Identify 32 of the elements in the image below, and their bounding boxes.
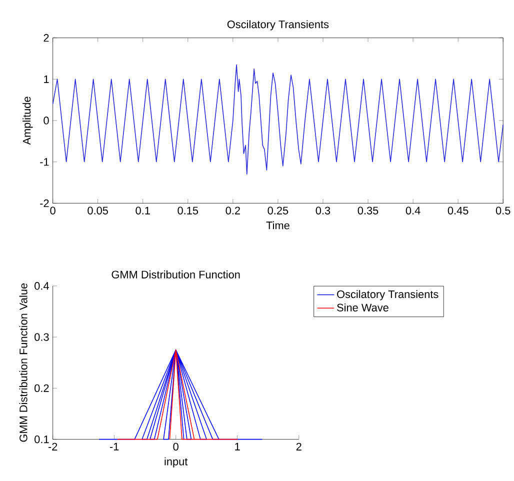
x-tick-label: 0 <box>173 442 178 450</box>
x-tick-label: 0.4 <box>406 206 420 214</box>
x-tick-label: 0.45 <box>448 206 468 214</box>
legend-label: Sine Wave <box>337 303 388 312</box>
y-tick-label: 0.4 <box>34 282 49 290</box>
y-tick-label: -2 <box>40 199 49 207</box>
x-axis-title: Time <box>266 221 290 230</box>
x-tick-label: 0.25 <box>268 206 288 214</box>
y-tick-label: -1 <box>40 158 49 166</box>
y-tick-label: 1 <box>44 75 49 83</box>
chart-title: Oscilatory Transients <box>227 20 329 30</box>
y-tick-label: 0.3 <box>34 333 49 341</box>
legend-label: Oscilatory Transients <box>337 290 438 300</box>
y-tick-label: 0.2 <box>34 384 49 392</box>
x-tick-label: 1 <box>235 442 240 450</box>
y-tick-label: 0 <box>44 116 49 124</box>
x-tick-label: 2 <box>296 442 302 450</box>
y-axis-title: Amplitude <box>22 96 33 145</box>
x-tick-label: 0.35 <box>358 206 378 214</box>
x-tick-label: 0.05 <box>88 206 108 214</box>
x-tick-label: 0.2 <box>226 206 240 214</box>
x-tick-label: 0.5 <box>496 206 510 214</box>
x-tick-label: 0.3 <box>316 206 330 214</box>
y-tick-label: 2 <box>44 34 49 42</box>
chart-title: GMM Distribution Function <box>112 270 240 278</box>
y-axis-title: GMM Distribution Function Value <box>19 283 28 442</box>
x-tick-label: 0.1 <box>136 206 150 214</box>
y-tick-label: 0.1 <box>34 435 49 444</box>
x-tick-label: -1 <box>110 442 119 450</box>
x-tick-label: 0 <box>50 206 56 214</box>
x-tick-label: 0.15 <box>178 206 198 214</box>
x-axis-title: input <box>164 457 188 468</box>
